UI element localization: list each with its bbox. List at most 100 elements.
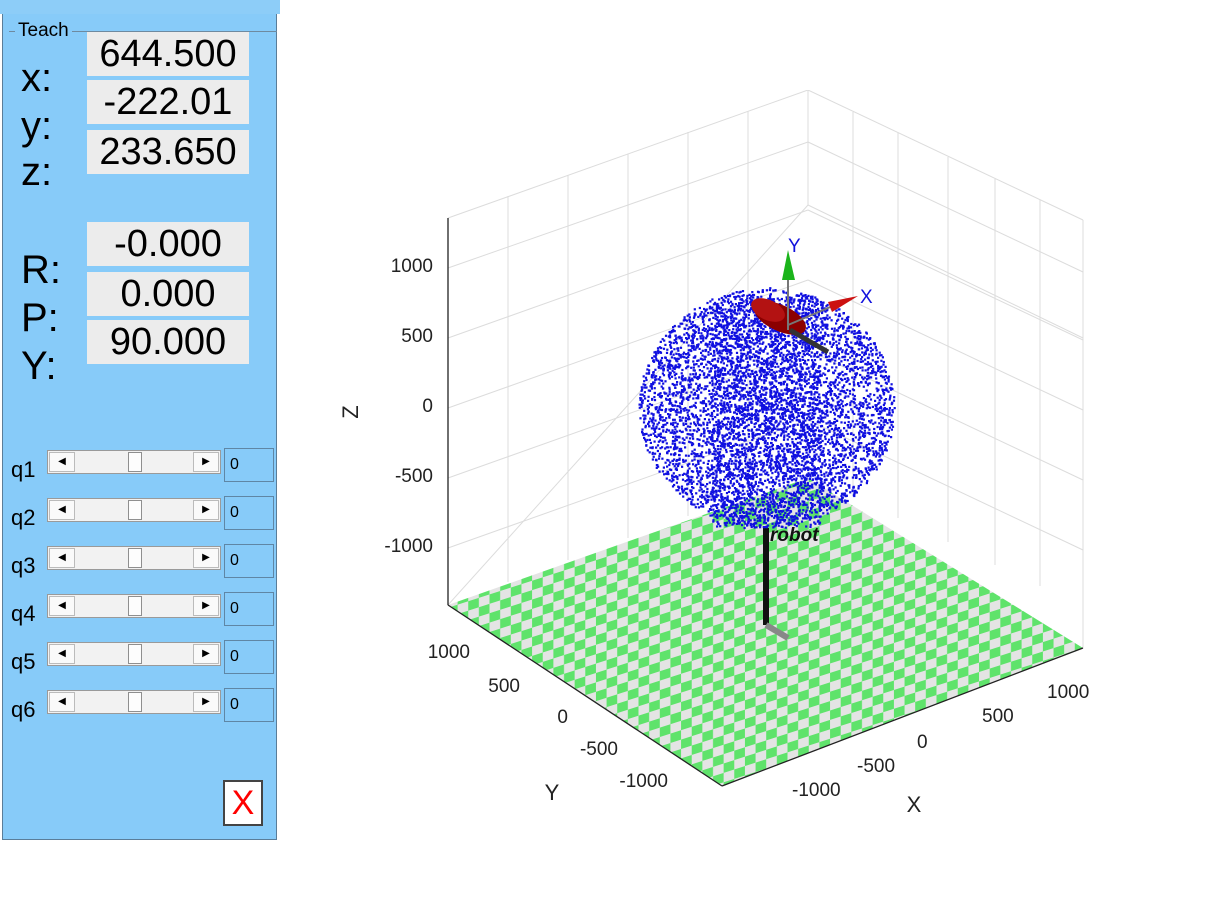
q2-slider[interactable]: ◀ ▶	[47, 498, 221, 522]
q3-slider[interactable]: ◀ ▶	[47, 546, 221, 570]
workspace-point	[865, 445, 868, 448]
workspace-point	[667, 413, 670, 416]
workspace-point	[679, 364, 682, 367]
workspace-point	[718, 487, 721, 490]
slider-thumb[interactable]	[128, 644, 142, 664]
q2-value[interactable]: 0	[224, 496, 274, 530]
workspace-point	[769, 388, 772, 391]
workspace-point	[846, 468, 849, 471]
workspace-point	[709, 348, 712, 351]
robot-3d-plot[interactable]: 1000 500 0 -500 -1000 Z 1000 500 0 -500 …	[290, 90, 1120, 830]
arrow-left-icon[interactable]: ◀	[49, 644, 75, 664]
workspace-point	[655, 353, 658, 356]
arrow-left-icon[interactable]: ◀	[49, 692, 75, 712]
arrow-left-icon[interactable]: ◀	[49, 500, 75, 520]
workspace-point	[729, 344, 732, 347]
workspace-point	[674, 437, 677, 440]
workspace-point	[797, 378, 800, 381]
workspace-point	[725, 499, 729, 502]
workspace-point	[697, 442, 701, 446]
workspace-point	[864, 346, 867, 349]
workspace-point	[755, 433, 758, 436]
workspace-point	[747, 313, 750, 317]
workspace-point	[883, 449, 886, 452]
q4-value[interactable]: 0	[224, 592, 274, 626]
q6-slider[interactable]: ◀ ▶	[47, 690, 221, 714]
workspace-point	[852, 381, 855, 384]
q5-value[interactable]: 0	[224, 640, 274, 674]
workspace-point	[779, 337, 782, 340]
close-button[interactable]: X	[223, 780, 263, 826]
workspace-point	[870, 442, 873, 445]
q3-value[interactable]: 0	[224, 544, 274, 578]
workspace-point	[671, 440, 675, 443]
workspace-point	[772, 499, 775, 502]
workspace-point	[645, 432, 648, 435]
workspace-point	[750, 415, 753, 418]
workspace-point	[827, 391, 830, 394]
arrow-left-icon[interactable]: ◀	[49, 452, 75, 472]
workspace-point	[718, 423, 721, 426]
workspace-point	[792, 450, 795, 453]
arrow-right-icon[interactable]: ▶	[193, 500, 219, 520]
q5-slider[interactable]: ◀ ▶	[47, 642, 221, 666]
arrow-left-icon[interactable]: ◀	[49, 548, 75, 568]
workspace-point	[888, 413, 891, 416]
workspace-point	[715, 420, 718, 424]
q1-value[interactable]: 0	[224, 448, 274, 482]
workspace-point	[709, 514, 712, 517]
workspace-point	[867, 367, 870, 370]
workspace-point	[785, 427, 788, 431]
slider-thumb[interactable]	[128, 500, 142, 520]
workspace-point	[668, 388, 671, 391]
workspace-point	[661, 419, 665, 422]
workspace-point	[676, 425, 679, 428]
workspace-point	[647, 412, 650, 415]
arrow-right-icon[interactable]: ▶	[193, 452, 219, 472]
workspace-point	[886, 440, 889, 443]
workspace-point	[779, 376, 782, 379]
workspace-point	[691, 435, 694, 438]
arrow-right-icon[interactable]: ▶	[193, 692, 219, 712]
workspace-point	[736, 451, 739, 454]
q4-slider[interactable]: ◀ ▶	[47, 594, 221, 618]
workspace-point	[838, 342, 841, 345]
workspace-point	[798, 376, 801, 379]
workspace-point	[866, 450, 869, 454]
arrow-left-icon[interactable]: ◀	[49, 596, 75, 616]
workspace-point	[714, 336, 717, 339]
workspace-point	[858, 417, 861, 420]
workspace-point	[649, 441, 652, 444]
workspace-point	[736, 326, 739, 329]
arrow-right-icon[interactable]: ▶	[193, 644, 219, 664]
workspace-point	[726, 510, 729, 513]
q1-slider[interactable]: ◀ ▶	[47, 450, 221, 474]
workspace-point	[741, 354, 744, 357]
arrow-right-icon[interactable]: ▶	[193, 596, 219, 616]
slider-thumb[interactable]	[128, 548, 142, 568]
workspace-point	[684, 427, 687, 430]
workspace-point	[676, 464, 680, 468]
slider-thumb[interactable]	[128, 452, 142, 472]
workspace-point	[771, 416, 774, 419]
workspace-point	[854, 456, 857, 459]
workspace-point	[693, 416, 696, 419]
workspace-point	[849, 423, 852, 426]
workspace-point	[687, 379, 690, 382]
workspace-point	[747, 412, 751, 415]
workspace-point	[714, 302, 717, 305]
workspace-point	[734, 347, 737, 350]
workspace-point	[799, 468, 802, 471]
workspace-point	[832, 382, 835, 385]
q6-value[interactable]: 0	[224, 688, 274, 722]
workspace-point	[726, 364, 729, 367]
slider-thumb[interactable]	[128, 692, 142, 712]
workspace-point	[858, 407, 861, 410]
workspace-point	[685, 367, 688, 370]
slider-thumb[interactable]	[128, 596, 142, 616]
arrow-right-icon[interactable]: ▶	[193, 548, 219, 568]
workspace-point	[692, 452, 695, 455]
workspace-point	[652, 413, 655, 416]
workspace-point	[841, 449, 844, 452]
workspace-point	[728, 500, 731, 503]
